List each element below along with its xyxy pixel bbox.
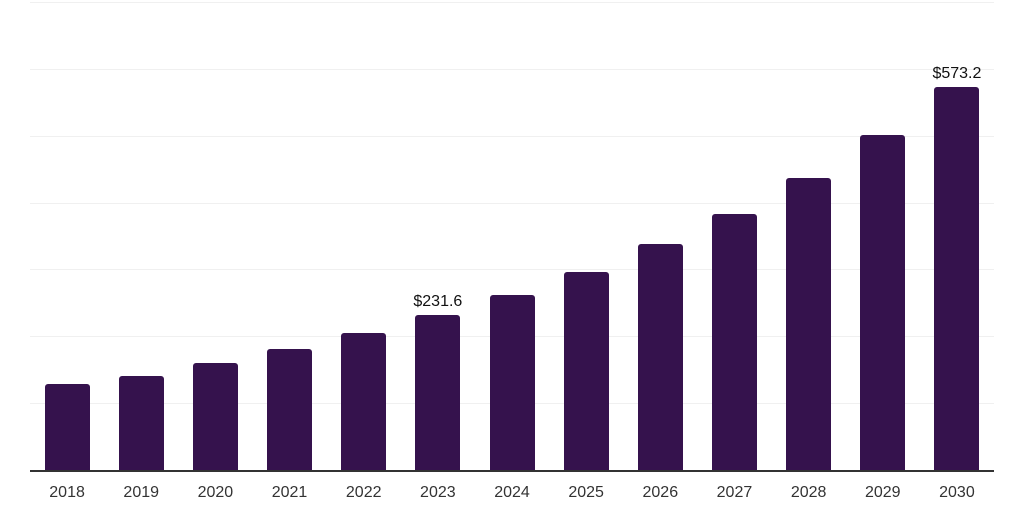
bar-2029 (860, 134, 906, 470)
bar-2025 (563, 271, 609, 470)
gridline (30, 202, 994, 204)
bar-2020 (192, 363, 238, 470)
bar-2028 (786, 178, 832, 470)
x-axis-tick-label-2025: 2025 (568, 484, 604, 501)
gridline (30, 2, 994, 3)
gridline (30, 68, 994, 70)
x-axis-tick-label-2022: 2022 (345, 484, 382, 501)
bar-2024 (489, 295, 535, 470)
bar-2022 (341, 332, 387, 470)
bar-2021 (267, 349, 313, 470)
x-axis-tick-label-2028: 2028 (790, 484, 827, 501)
x-axis-tick-label-2020: 2020 (197, 484, 234, 501)
x-axis-tick-label-2019: 2019 (123, 484, 160, 501)
plot-area: $231.6 $573.2 (30, 2, 994, 472)
x-axis-tick-label-2026: 2026 (642, 484, 679, 501)
bar-value-label-2023: $231.6 (413, 293, 463, 311)
x-axis-tick-label-2023: 2023 (420, 484, 456, 501)
x-axis: 2018 2019 2020 2021 2022 2023 2024 2025 2026 2027… (30, 483, 994, 505)
bar-2018 (44, 384, 90, 470)
bar-2023 (415, 315, 461, 470)
x-axis-tick-label-2030: 2030 (939, 484, 975, 501)
x-axis-tick-label-2018: 2018 (49, 484, 85, 501)
gridline (30, 269, 994, 271)
bar-2019 (118, 376, 164, 470)
x-axis-tick-label-2024: 2024 (494, 484, 530, 501)
x-axis-tick-label-2029: 2029 (864, 484, 901, 501)
bar-2027 (711, 214, 757, 470)
gridline (30, 135, 994, 137)
x-axis-tick-label-2027: 2027 (716, 484, 753, 501)
bar-2026 (637, 244, 683, 470)
bar-value-label-2030: $573.2 (932, 64, 982, 82)
bar-2030 (934, 86, 980, 470)
x-axis-tick-label-2021: 2021 (271, 484, 308, 501)
